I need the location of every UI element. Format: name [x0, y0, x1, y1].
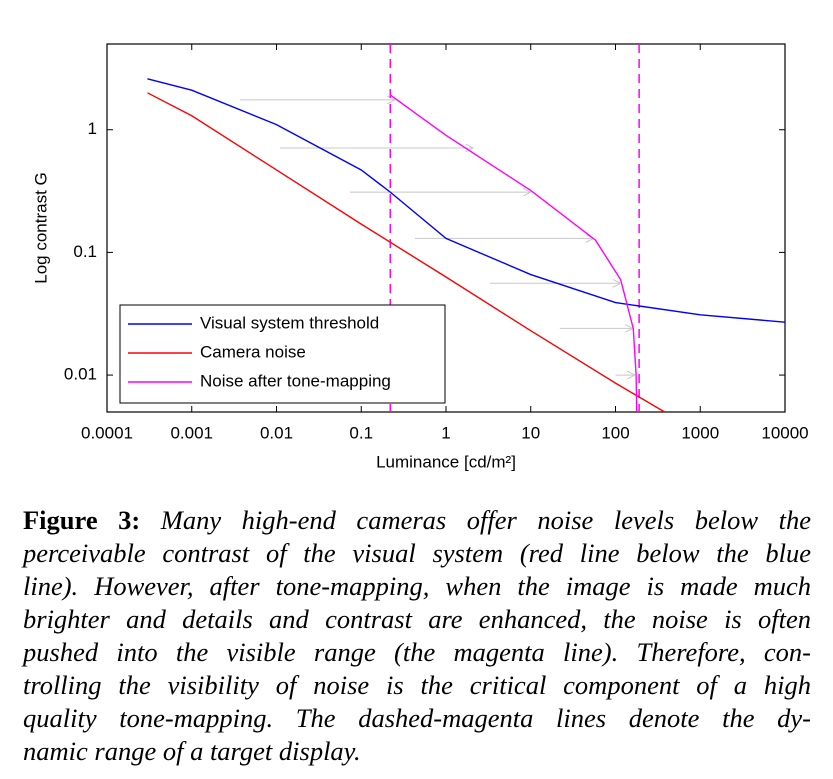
x-tick-label: 0.01 — [260, 423, 293, 442]
x-tick-label: 0.001 — [170, 423, 213, 442]
caption-text: perceivable contrast of the visual syste… — [23, 538, 811, 568]
caption-line: brighter and details and contrast are en… — [23, 603, 811, 636]
caption-text: namic range of a target display. — [23, 736, 361, 766]
caption-text: pushed into the visible range (the magen… — [23, 637, 811, 667]
chart: Luminance [cd/m²] Log contrast G 0.0001 0… — [31, 43, 809, 471]
caption-line: line). However, after tone-mapping, when… — [23, 570, 811, 603]
caption-text: Many high-end cameras offer noise levels… — [160, 505, 811, 535]
y-tick-label: 0.1 — [73, 242, 97, 261]
y-tick-label: 1 — [88, 119, 97, 138]
caption-line: namic range of a target display. — [23, 735, 811, 768]
x-tick-label: 0.0001 — [81, 423, 133, 442]
y-axis-label: Log contrast G — [31, 172, 50, 284]
x-tick-label: 10000 — [761, 423, 808, 442]
x-tick-label: 1 — [441, 423, 450, 442]
series-line — [389, 94, 638, 413]
series-line — [147, 78, 786, 323]
legend-label: Visual system threshold — [200, 313, 379, 332]
x-tick-label: 0.1 — [349, 423, 373, 442]
caption-text: quality tone-mapping. The dashed-magenta… — [23, 703, 811, 733]
caption-line: pushed into the visible range (the magen… — [23, 636, 811, 669]
caption-line: Figure 3: Many high-end cameras offer no… — [23, 504, 811, 537]
legend-box — [119, 304, 446, 404]
caption-line: quality tone-mapping. The dashed-magenta… — [23, 702, 811, 735]
series-line — [147, 92, 665, 413]
caption-text: brighter and details and contrast are en… — [23, 604, 811, 634]
y-tick-label: 0.01 — [64, 365, 97, 384]
x-tick-label: 10 — [521, 423, 540, 442]
legend-label: Camera noise — [200, 342, 306, 361]
x-tick-label: 100 — [601, 423, 629, 442]
caption-text: trolling the visibility of noise is the … — [23, 670, 811, 700]
caption-label: Figure 3: — [23, 505, 141, 535]
caption-line: perceivable contrast of the visual syste… — [23, 537, 811, 570]
legend-label: Noise after tone-mapping — [200, 371, 391, 390]
caption-text: line). However, after tone-mapping, when… — [23, 571, 811, 601]
caption: Figure 3: Many high-end cameras offer no… — [23, 504, 811, 768]
caption-line: trolling the visibility of noise is the … — [23, 669, 811, 702]
x-tick-label: 1000 — [681, 423, 719, 442]
x-axis-label: Luminance [cd/m²] — [376, 452, 516, 471]
